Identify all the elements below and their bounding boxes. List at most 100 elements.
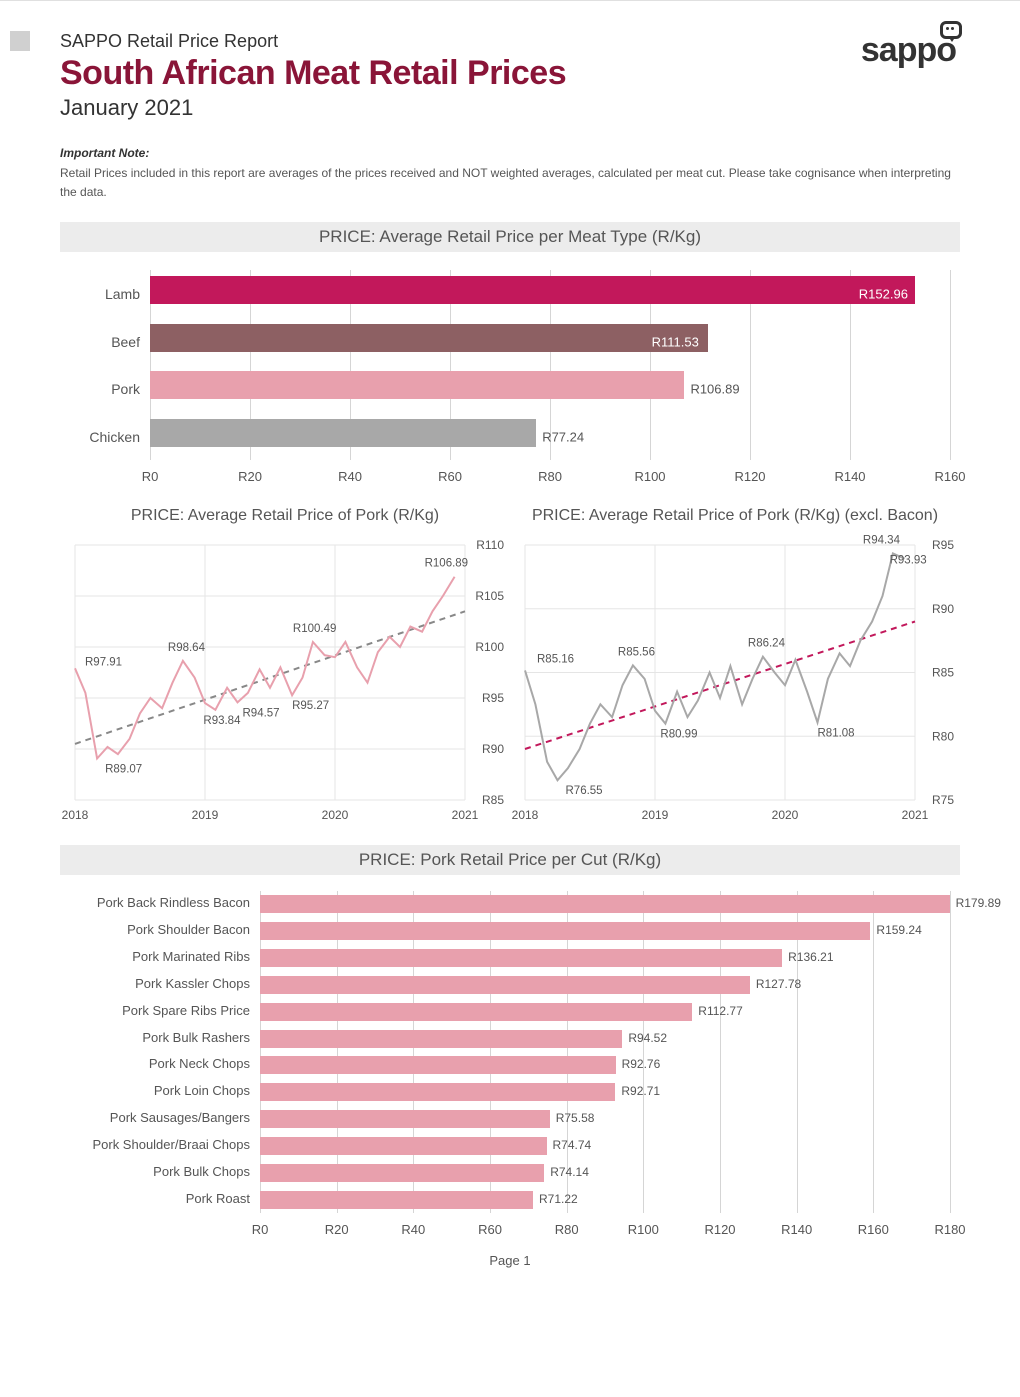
x-axis-label: R120: [734, 469, 765, 484]
svg-text:R95: R95: [932, 538, 954, 552]
bar-row: Pork Loin ChopsR92.71: [260, 1079, 950, 1106]
svg-text:R85.56: R85.56: [618, 647, 655, 659]
bar-value: R92.71: [621, 1084, 660, 1098]
bar: [260, 1003, 692, 1021]
bar-value: R152.96: [859, 287, 908, 302]
svg-text:2018: 2018: [62, 808, 89, 822]
bar-row: PorkR106.89: [150, 365, 950, 413]
chart3-title: PRICE: Pork Retail Price per Cut (R/Kg): [60, 845, 960, 875]
x-axis-label: R20: [238, 469, 262, 484]
gridline: [950, 270, 951, 460]
svg-text:R76.55: R76.55: [566, 786, 603, 798]
svg-text:R90: R90: [932, 602, 954, 616]
bar: [260, 1110, 550, 1128]
x-axis-label: R20: [325, 1222, 349, 1237]
svg-text:R100: R100: [475, 640, 504, 654]
bar: [260, 976, 750, 994]
bar-value: R136.21: [788, 950, 833, 964]
x-axis-label: R80: [555, 1222, 579, 1237]
bar-value: R74.14: [550, 1165, 589, 1179]
bar: [260, 895, 950, 913]
bar-label: Pork Spare Ribs Price: [60, 1003, 250, 1018]
x-axis-label: R40: [401, 1222, 425, 1237]
bar-value: R127.78: [756, 977, 801, 991]
x-axis-label: R40: [338, 469, 362, 484]
x-axis-label: R140: [834, 469, 865, 484]
svg-text:R110: R110: [476, 538, 504, 552]
svg-text:2021: 2021: [902, 808, 929, 822]
bar-value: R179.89: [956, 896, 1001, 910]
header-mark: [10, 31, 30, 51]
bar-row: Pork Bulk RashersR94.52: [260, 1026, 950, 1053]
bar-label: Pork Bulk Chops: [60, 1164, 250, 1179]
bar: [150, 324, 708, 352]
svg-text:R94.57: R94.57: [243, 708, 280, 720]
svg-text:R106.89: R106.89: [425, 558, 468, 570]
bar-row: Pork RoastR71.22: [260, 1187, 950, 1214]
meat-type-bar-chart: R0R20R40R60R80R100R120R140R160LambR152.9…: [60, 260, 960, 490]
bar-label: Pork Back Rindless Bacon: [60, 895, 250, 910]
svg-text:2020: 2020: [772, 808, 799, 822]
bar-row: LambR152.96: [150, 270, 950, 318]
bar-label: Pork Sausages/Bangers: [60, 1110, 250, 1125]
x-axis-label: R140: [781, 1222, 812, 1237]
x-axis-label: R160: [934, 469, 965, 484]
line-charts-row: PRICE: Average Retail Price of Pork (R/K…: [60, 505, 960, 825]
report-subtitle: SAPPO Retail Price Report: [60, 31, 861, 52]
bar-value: R71.22: [539, 1192, 578, 1206]
bar-value: R77.24: [542, 429, 584, 444]
bar-row: Pork Sausages/BangersR75.58: [260, 1106, 950, 1133]
line-chart-svg: R85R90R95R100R105R1102018201920202021R97…: [60, 535, 510, 825]
speech-bubble-icon: [940, 21, 962, 39]
svg-text:2019: 2019: [192, 808, 219, 822]
pork-price-line-col: PRICE: Average Retail Price of Pork (R/K…: [60, 505, 510, 825]
x-axis-label: R100: [628, 1222, 659, 1237]
bar-label: Chicken: [60, 429, 140, 445]
bar-label: Pork Shoulder Bacon: [60, 922, 250, 937]
pork-price-line-chart: R85R90R95R100R105R1102018201920202021R97…: [60, 535, 510, 825]
bar-value: R92.76: [622, 1057, 661, 1071]
svg-text:R94.34: R94.34: [863, 535, 901, 546]
svg-text:R90: R90: [482, 742, 504, 756]
svg-text:R98.64: R98.64: [168, 642, 206, 654]
bar-value: R159.24: [876, 923, 921, 937]
svg-text:2018: 2018: [512, 808, 539, 822]
x-axis-label: R180: [934, 1222, 965, 1237]
bar: [260, 1137, 547, 1155]
svg-text:R95.27: R95.27: [292, 701, 329, 713]
pork-excl-bacon-line-chart: R75R80R85R90R952018201920202021R85.16R76…: [510, 535, 960, 825]
bar-label: Pork: [60, 381, 140, 397]
svg-text:R85: R85: [932, 666, 954, 680]
bar-label: Pork Neck Chops: [60, 1056, 250, 1071]
bar-value: R106.89: [690, 382, 739, 397]
x-axis-label: R60: [478, 1222, 502, 1237]
bar-value: R74.74: [553, 1138, 592, 1152]
bar-row: ChickenR77.24: [150, 413, 950, 461]
bar: [260, 1056, 616, 1074]
header-text: SAPPO Retail Price Report South African …: [60, 31, 861, 121]
svg-text:R85: R85: [482, 793, 504, 807]
bar: [260, 1083, 615, 1101]
svg-text:R89.07: R89.07: [105, 764, 142, 776]
chart2a-title: PRICE: Average Retail Price of Pork (R/K…: [60, 505, 510, 527]
svg-text:R80: R80: [932, 730, 954, 744]
bar: [260, 1030, 622, 1048]
svg-text:R93.84: R93.84: [203, 715, 241, 727]
report-title: South African Meat Retail Prices: [60, 54, 861, 93]
bar: [260, 1164, 544, 1182]
header: SAPPO Retail Price Report South African …: [60, 31, 960, 121]
x-axis-label: R100: [634, 469, 665, 484]
bar-value: R94.52: [628, 1031, 667, 1045]
note-text: Retail Prices included in this report ar…: [60, 164, 960, 202]
svg-text:R85.16: R85.16: [537, 654, 574, 666]
bar-row: Pork Neck ChopsR92.76: [260, 1052, 950, 1079]
bar: [260, 949, 782, 967]
bar-row: BeefR111.53: [150, 318, 950, 366]
bar-label: Pork Kassler Chops: [60, 976, 250, 991]
svg-text:2020: 2020: [322, 808, 349, 822]
pork-excl-bacon-line-col: PRICE: Average Retail Price of Pork (R/K…: [510, 505, 960, 825]
x-axis-label: R0: [252, 1222, 269, 1237]
note-title: Important Note:: [60, 146, 960, 160]
bar-row: Pork Marinated RibsR136.21: [260, 945, 950, 972]
gridline: [950, 891, 951, 1213]
